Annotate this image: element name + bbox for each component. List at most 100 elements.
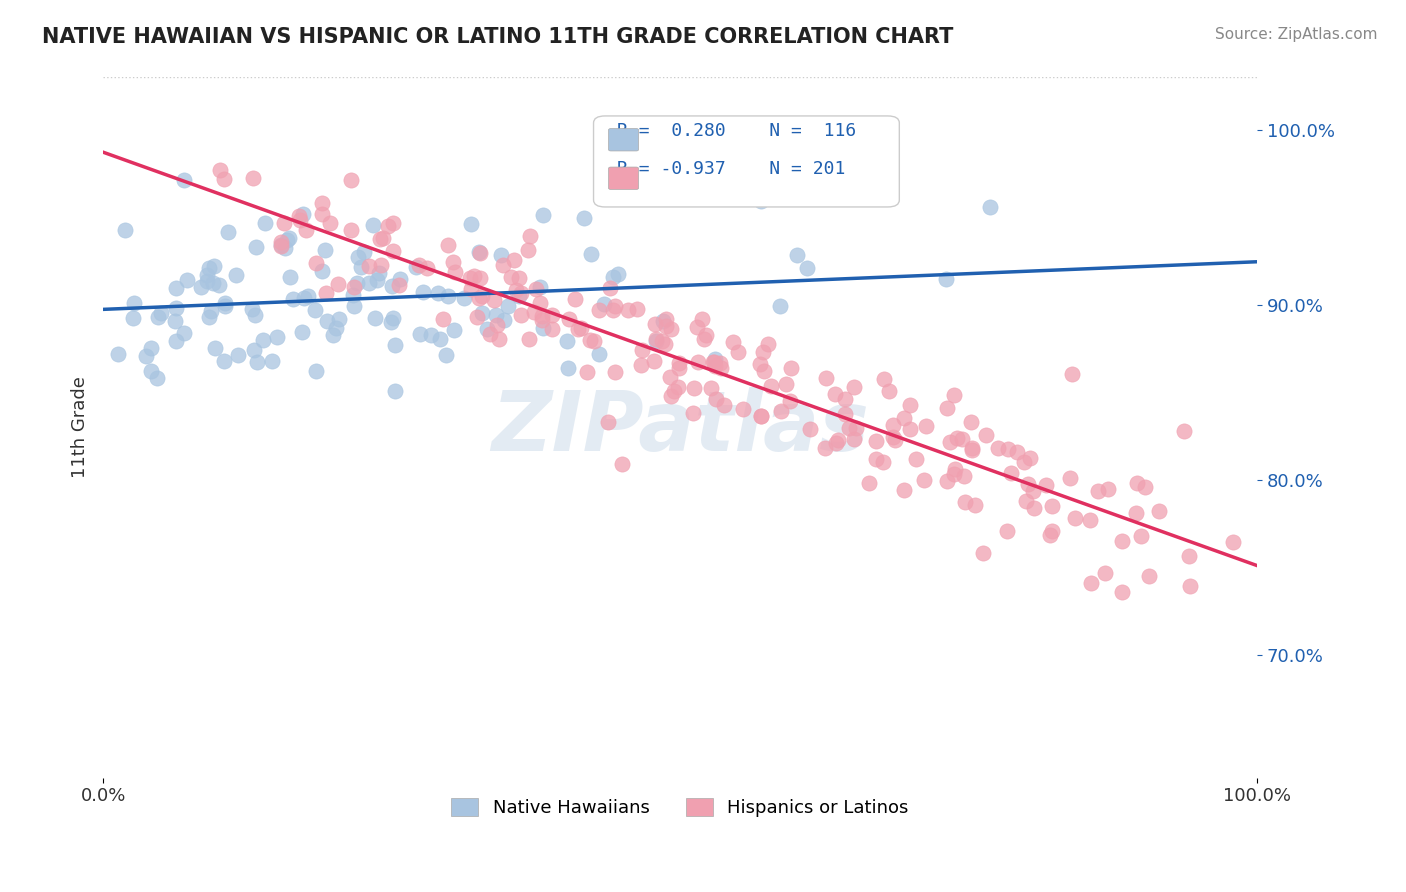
Point <box>827 433 849 447</box>
Point <box>756 336 779 351</box>
Point <box>405 260 427 275</box>
Point <box>682 381 704 395</box>
Point <box>603 365 626 379</box>
Point <box>834 392 856 406</box>
Point <box>254 216 277 230</box>
Point <box>1040 499 1063 513</box>
Point <box>898 398 921 412</box>
Point <box>775 377 797 392</box>
Point <box>749 194 772 208</box>
Point <box>260 354 283 368</box>
Point <box>419 328 441 343</box>
Point <box>704 392 727 407</box>
Point <box>202 277 225 291</box>
Point <box>325 321 347 335</box>
Point <box>882 417 904 432</box>
Point <box>834 407 856 421</box>
Point <box>555 334 578 349</box>
Point <box>273 216 295 230</box>
Point <box>727 344 749 359</box>
Point <box>531 208 554 222</box>
Point <box>575 365 598 379</box>
Point <box>838 421 860 435</box>
Point <box>567 322 589 336</box>
Point <box>578 333 600 347</box>
Point <box>987 442 1010 456</box>
Point <box>654 337 676 351</box>
Point <box>460 282 482 296</box>
Point <box>713 398 735 412</box>
Point <box>165 334 187 349</box>
Point <box>939 435 962 450</box>
Point <box>529 296 551 310</box>
Point <box>655 311 678 326</box>
Y-axis label: 11th Grade: 11th Grade <box>72 376 89 478</box>
Point <box>202 259 225 273</box>
Point <box>1177 549 1199 564</box>
Point <box>1000 467 1022 481</box>
Point <box>195 268 218 283</box>
Point <box>1064 510 1087 524</box>
Point <box>703 355 725 369</box>
Point <box>519 332 541 346</box>
Point <box>779 394 801 409</box>
Point <box>686 319 709 334</box>
Text: Source: ZipAtlas.com: Source: ZipAtlas.com <box>1215 27 1378 42</box>
Point <box>245 239 267 253</box>
Point <box>366 272 388 286</box>
Point <box>294 223 316 237</box>
Point <box>350 260 373 274</box>
Point <box>468 244 491 259</box>
Point <box>492 313 515 327</box>
Point <box>437 237 460 252</box>
Point <box>953 468 976 483</box>
Point <box>314 243 336 257</box>
Point <box>690 311 713 326</box>
Point <box>246 355 269 369</box>
Point <box>1125 506 1147 520</box>
Point <box>492 258 515 272</box>
Point <box>343 280 366 294</box>
Point <box>173 326 195 340</box>
Point <box>751 409 773 424</box>
Point <box>107 346 129 360</box>
Point <box>434 347 457 361</box>
Point <box>510 308 533 322</box>
Point <box>240 301 263 316</box>
Point <box>644 317 666 331</box>
Point <box>496 299 519 313</box>
Point <box>523 305 546 319</box>
Point <box>693 332 716 346</box>
Point <box>270 237 292 252</box>
Point <box>322 327 344 342</box>
Point <box>531 321 554 335</box>
Point <box>905 451 928 466</box>
Point <box>114 223 136 237</box>
Point <box>141 364 163 378</box>
Point <box>288 209 311 223</box>
Point <box>935 474 957 488</box>
Point <box>530 309 553 323</box>
Point <box>243 343 266 357</box>
Point <box>443 323 465 337</box>
Point <box>733 402 755 417</box>
Point <box>508 289 530 303</box>
Point <box>643 354 665 368</box>
Point <box>1035 477 1057 491</box>
Point <box>165 301 187 315</box>
Point <box>564 293 586 307</box>
Point <box>381 279 404 293</box>
Text: ZIPatlas: ZIPatlas <box>491 387 869 468</box>
Point <box>409 327 432 342</box>
Point <box>1129 529 1152 543</box>
Point <box>599 281 621 295</box>
Point <box>960 442 983 456</box>
Point <box>516 243 538 257</box>
Point <box>212 172 235 186</box>
Point <box>1021 484 1043 499</box>
Point <box>703 359 725 373</box>
Point <box>1097 482 1119 496</box>
Point <box>429 332 451 346</box>
Point <box>388 271 411 285</box>
Point <box>540 322 562 336</box>
